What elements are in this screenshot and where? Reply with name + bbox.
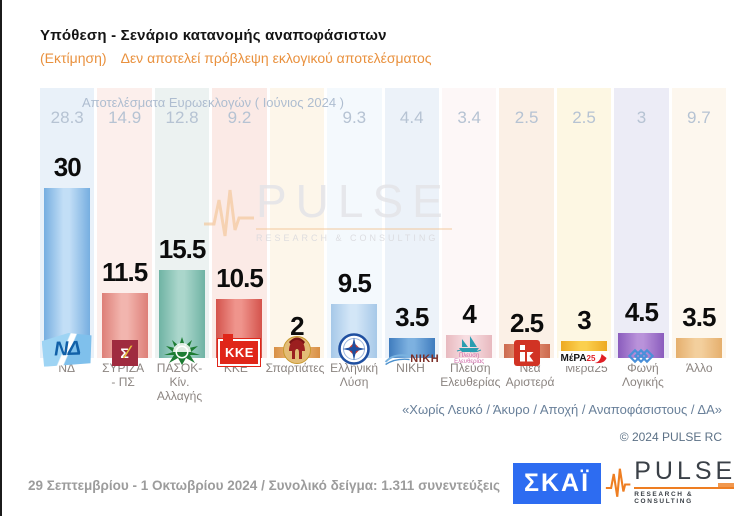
pulse-logo: PULSE RESEARCH & CONSULTING [605,459,734,505]
euro-result-value: 2.5 [514,108,539,127]
party-column-5: 2 [269,88,325,364]
mera25-logo: ΜέΡΑ 25 [558,351,610,366]
euro-result-value: 14.9 [108,108,142,127]
party-logo: ΝΔ [42,333,92,366]
party-label: Σπαρτιάτες [265,361,325,375]
party-column-4: 9.2 10.5 ΚΚΕ [212,88,267,367]
poll-bar [618,332,665,358]
party-label: Ελληνική Λύση [330,361,379,389]
bar-value-label: 4.5 [624,296,659,327]
foni-logikis-diamonds-logo [628,348,655,364]
poll-bar [388,338,435,358]
subtitle-text: Δεν αποτελεί πρόβλεψη εκλογικού αποτελέσ… [120,50,432,66]
party-logo: Πλεύση Ελευθερίας [454,335,484,366]
pulse-logo-rule [634,483,734,489]
party-column-7: 4.4 3.5 ΝΙΚΗ [384,88,439,366]
party-logo: ΚΚΕ [217,334,262,367]
party-logo [513,340,540,366]
elliniki-lysi-compass-logo [338,333,371,365]
party-label: ΝΙΚΗ [396,361,425,375]
page-title: Υπόθεση - Σενάριο κατανομής αναποφάσιστω… [40,27,387,44]
subtitle-prefix: (Εκτίμηση) [40,50,107,66]
bar-value-label: 30 [53,152,82,182]
bar-value-label: 11.5 [102,256,148,287]
party-logo [337,332,371,366]
party-logo: ΝΙΚΗ [384,352,439,366]
bar-value-label: 10.5 [216,262,264,293]
party-column-9: 2.5 2.5 [499,88,554,366]
spartiates-helmet-logo [282,336,311,364]
euro-result-value: 4.4 [399,108,424,127]
pasok-sun-logo [164,337,201,365]
pulse-logo-chip [717,483,734,487]
chart-columns: 28.3 30 ΝΔ 14.9 11.5 Σ ∕ 12.8 15.5 9.2 10.5 ΚΚΕ 2 9… [40,88,727,367]
plefsi-eleftherias-logo: Πλεύση Ελευθερίας [454,335,484,366]
bar-value-label: 3.5 [682,302,716,333]
party-logo [280,334,314,366]
euro-result-value: 28.3 [50,108,84,127]
party-label: ΝΔ [58,361,76,375]
party-label: ΣΥΡΙΖΑ - ΠΣ [102,361,145,389]
party-logo [626,346,656,366]
page-subtitle: (Εκτίμηση) Δεν αποτελεί πρόβλεψη εκλογικο… [40,50,432,66]
pulse-logo-text: PULSE [634,457,734,485]
survey-info: 29 Σεπτεμβρίου - 1 Οκτωβρίου 2024 / Συνο… [28,478,501,493]
party-label: Μέρα25 [565,361,608,375]
party-labels-row: ΝΔ ΣΥΡΙΖΑ - ΠΣ ΠΑΣΟΚ-Κίν. Αλλαγής ΚΚΕ Σπαρτιάτ… [40,361,726,403]
euro-result-value: 12.8 [165,108,199,127]
party-label: ΚΚΕ [223,361,248,375]
niki-party-logo: ΝΙΚΗ [384,352,439,366]
euro-result-value: 3.4 [457,108,481,127]
bar-value-label: 4 [462,299,476,330]
party-column-10: 2.5 3 ΜέΡΑ 25 [556,88,612,366]
party-column-3: 12.8 15.5 [154,88,210,365]
euro-result-value: 9.2 [227,108,252,127]
bar-value-label: 3 [577,305,591,335]
screenshot-left-border [0,0,2,516]
pulse-logo-caption: RESEARCH & CONSULTING [634,491,694,505]
euro-result-value: 9.3 [342,108,367,127]
exclusions-note: «Χωρίς Λευκό / Άκυρο / Αποχή / Αναποφάσι… [402,402,722,417]
party-label: Πλεύση Ελευθερίας [440,361,501,389]
skai-logo: ΣΚΑΪ [513,463,601,504]
bar-value-label: 3.5 [395,302,429,333]
party-label: Φωνή Λογικής [621,361,664,389]
party-column-11: 3 4.5 [614,88,669,364]
party-column-12: 9.7 3.5 [671,88,727,358]
copyright-note: © 2024 PULSE RC [619,430,722,444]
nd-party-logo: ΝΔ [42,332,93,367]
euro-result-value: 9.7 [687,108,711,127]
party-label: Νέα Αριστερά [505,361,555,389]
euro-result-value: 2.5 [572,108,596,127]
bar-value-label: 9.5 [337,268,372,299]
party-column-6: 9.3 9.5 [327,88,382,365]
syriza-party-logo: Σ ∕ [111,340,138,366]
poll-bar [44,188,91,358]
party-column-1: 28.3 30 ΝΔ [40,88,95,358]
poll-bar [675,338,722,358]
poll-bar [446,335,493,358]
bar-value-label: 2 [290,310,304,341]
nea-aristera-logo [513,340,540,366]
party-label: ΠΑΣΟΚ-Κίν. Αλλαγής [156,361,203,403]
party-logo: Σ ∕ [111,340,138,366]
bar-value-label: 15.5 [158,234,207,265]
party-column-8: 3.4 4 Πλεύση Ελευθερίας [441,88,497,365]
euro-result-value: 3 [636,108,647,127]
pulse-waveform-icon [605,468,631,497]
bar-value-label: 2.5 [510,307,544,338]
party-label: Άλλο [686,361,713,375]
party-logo: ΜέΡΑ 25 [558,351,610,366]
party-logo [162,336,202,366]
party-column-2: 14.9 11.5 Σ ∕ [97,88,152,366]
kke-party-logo: ΚΚΕ [217,334,262,367]
poll-bar-chart: Αποτελέσματα Ευρωεκλογών ( Ιούνιος 2024 … [40,88,727,367]
